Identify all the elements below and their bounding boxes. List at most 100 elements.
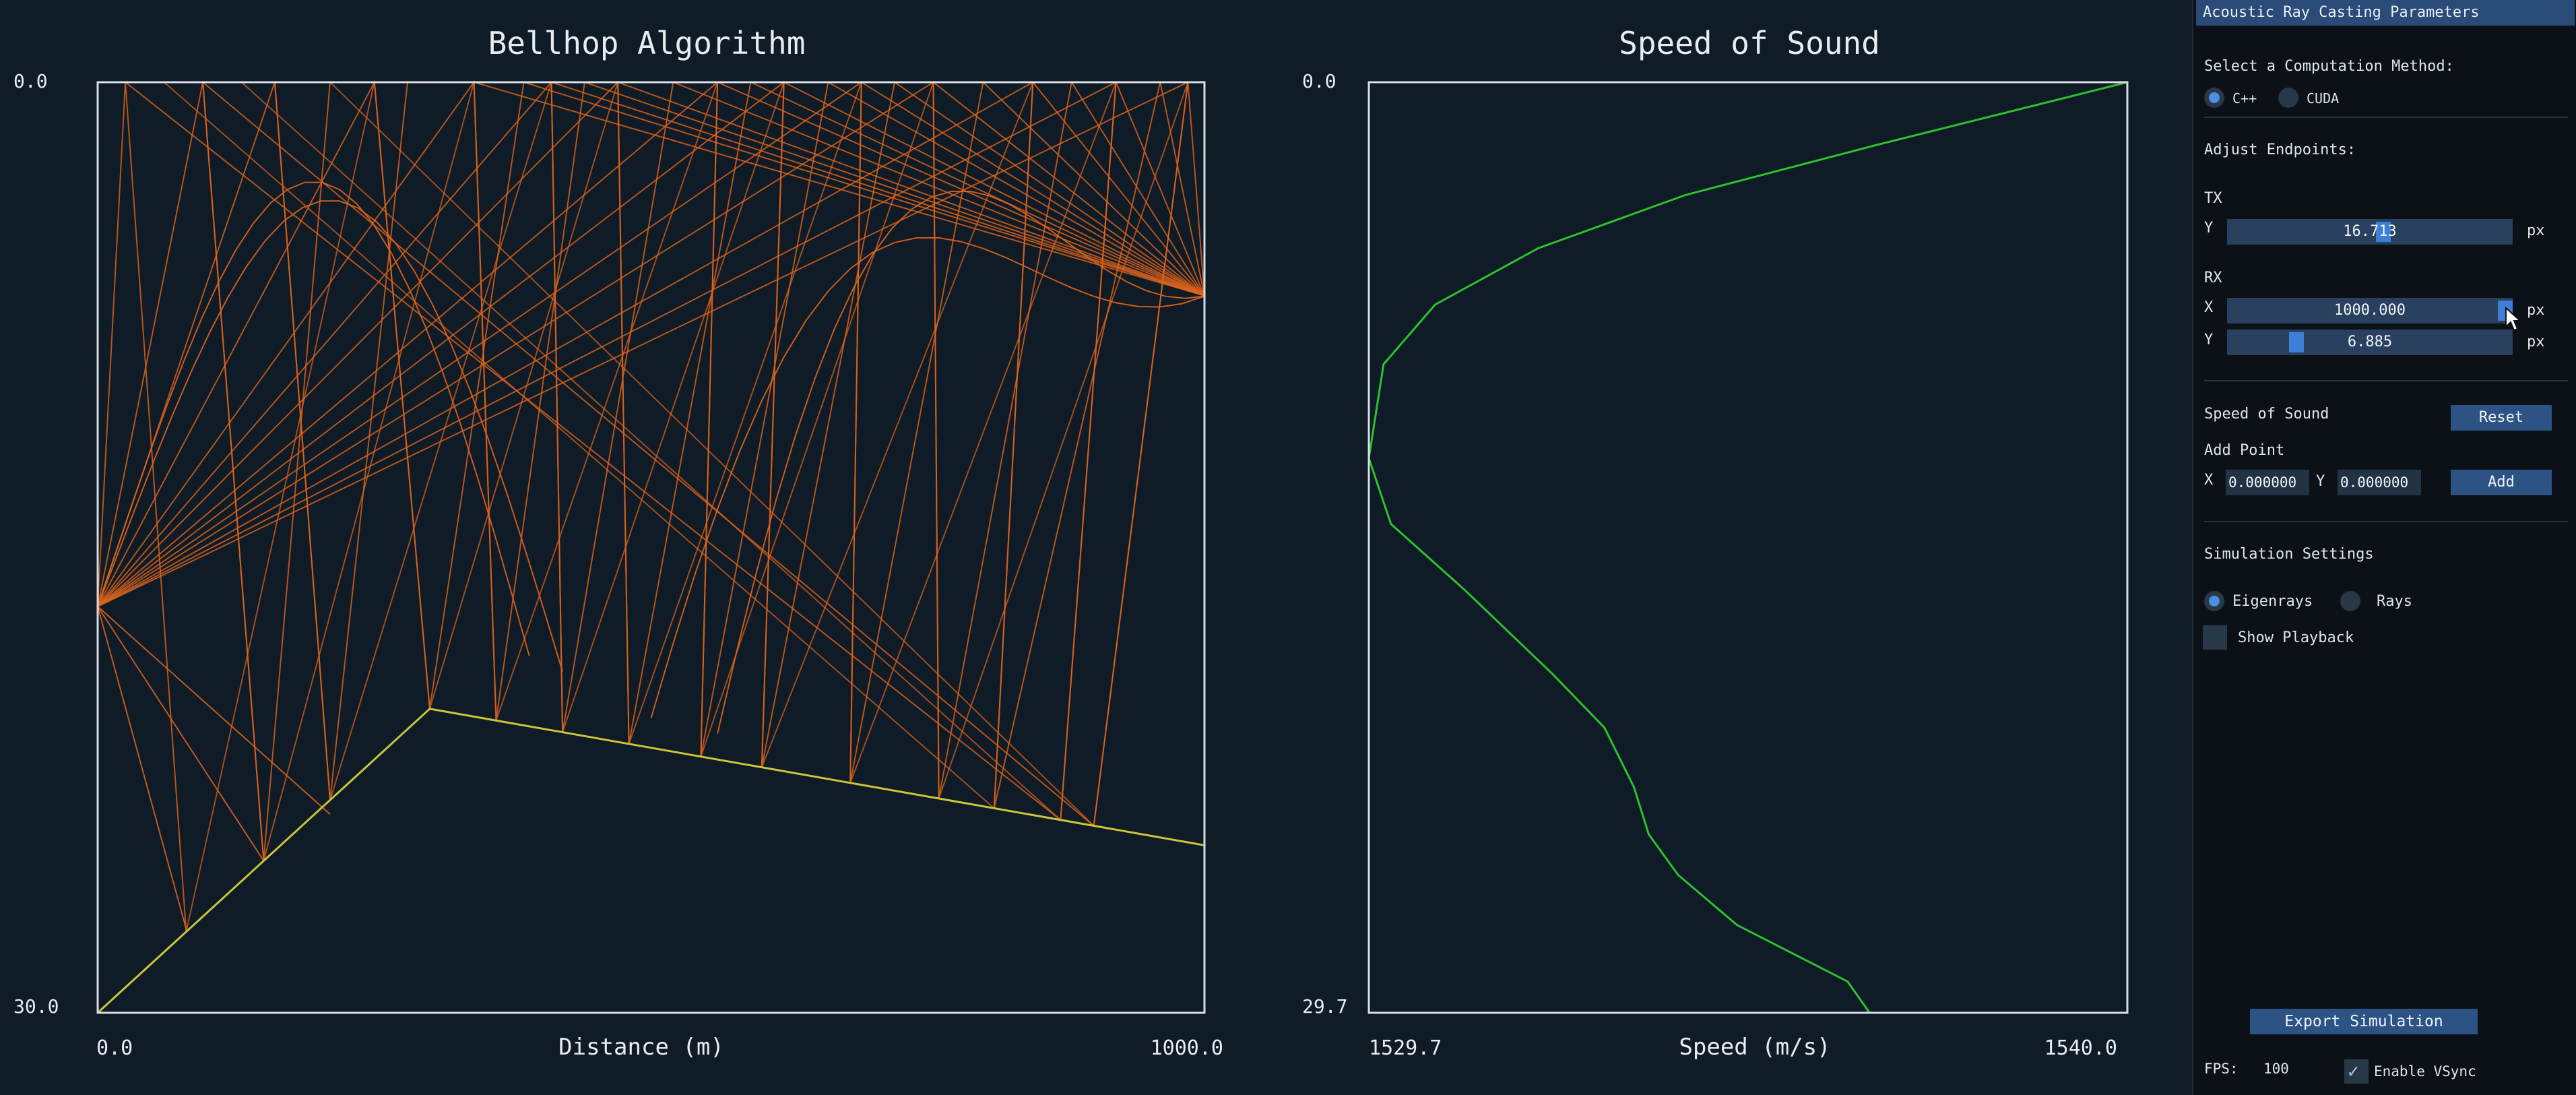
divider <box>2204 117 2568 118</box>
rx-label: RX <box>2204 270 2222 286</box>
ray-path <box>329 82 552 801</box>
ray-path <box>628 82 862 745</box>
add-y-axis-label: Y <box>2316 473 2325 490</box>
ray-path <box>240 82 1062 821</box>
radio-rays-label: Rays <box>2377 593 2412 610</box>
ray-path <box>938 82 1189 799</box>
rx-y-unit: px <box>2527 334 2545 350</box>
bellhop-y-bottom-label: 30.0 <box>13 995 59 1018</box>
tx-y-unit: px <box>2527 222 2545 239</box>
radio-eigenrays[interactable] <box>2204 591 2224 611</box>
bellhop-x-left-label: 0.0 <box>96 1036 133 1060</box>
ray-path <box>329 82 1095 827</box>
tx-label: TX <box>2204 190 2222 207</box>
ray-path <box>97 606 187 929</box>
speed-x-right-label: 1540.0 <box>2044 1036 2117 1060</box>
ray-path <box>783 82 1205 296</box>
ray-path <box>97 80 719 757</box>
rx-x-slider[interactable]: 1000.000 <box>2227 298 2513 323</box>
export-simulation-button[interactable]: Export Simulation <box>2250 1009 2478 1034</box>
ray-path <box>562 82 785 732</box>
ray-path <box>428 82 619 710</box>
rx-x-unit: px <box>2527 302 2545 319</box>
ray-path <box>550 82 674 732</box>
bellhop-y-top-label: 0.0 <box>13 70 48 92</box>
ray-path <box>982 82 1205 296</box>
speed-y-top-label: 0.0 <box>1302 70 1337 92</box>
radio-eigenrays-label: Eigenrays <box>2232 593 2313 610</box>
panel-title[interactable]: Acoustic Ray Casting Parameters <box>2196 0 2575 26</box>
ray-path <box>97 200 564 672</box>
ray-path <box>495 82 719 721</box>
speed-profile-line <box>1367 81 2128 1013</box>
speed-x-axis-label: Speed (m/s) <box>1679 1034 1830 1061</box>
mouse-cursor-icon <box>2505 307 2522 332</box>
ray-path <box>617 82 1205 296</box>
ray-path <box>97 81 1117 820</box>
fps-label: FPS: <box>2204 1061 2239 1077</box>
show-playback-label: Show Playback <box>2238 629 2354 646</box>
radio-cuda-label: CUDA <box>2307 90 2340 106</box>
add-point-label: Add Point <box>2204 442 2285 459</box>
add-point-y-input[interactable]: 0.000000 <box>2338 470 2421 495</box>
speed-y-bottom-label: 29.7 <box>1302 995 1347 1018</box>
rx-y-slider[interactable]: 6.885 <box>2227 330 2513 355</box>
ray-path <box>761 82 1034 768</box>
tx-y-value: 16.713 <box>2343 223 2397 240</box>
ray-path <box>1159 82 1205 296</box>
ray-path <box>97 80 497 721</box>
sos-label: Speed of Sound <box>2204 406 2329 423</box>
tx-y-slider[interactable]: 16.713 <box>2227 219 2513 245</box>
rx-x-value: 1000.000 <box>2334 302 2406 319</box>
add-point-x-input[interactable]: 0.000000 <box>2226 470 2309 495</box>
ray-path <box>551 82 1205 296</box>
ray-path <box>1032 82 1205 296</box>
ray-path <box>827 82 1205 296</box>
add-point-button[interactable]: Add <box>2451 470 2552 495</box>
rx-y-value: 6.885 <box>2347 334 2393 350</box>
ray-path <box>849 82 1117 784</box>
ray-path <box>97 80 630 745</box>
bathymetry-line <box>96 708 1205 1014</box>
rx-y-slider-handle[interactable] <box>2289 332 2304 352</box>
add-x-axis-label: X <box>2204 472 2214 489</box>
ray-path <box>932 82 1205 296</box>
radio-cpp-label: C++ <box>2232 90 2257 106</box>
ray-path <box>474 82 1205 296</box>
ray-path <box>97 181 530 656</box>
simulation-settings-label: Simulation Settings <box>2204 546 2374 563</box>
ray-path <box>263 82 475 861</box>
ray-path <box>717 190 1205 734</box>
ray-path <box>617 82 752 745</box>
ray-path <box>97 81 862 783</box>
ray-path <box>650 237 1205 718</box>
ray-path <box>202 82 331 861</box>
parameters-panel: Acoustic Ray Casting Parameters Select a… <box>2192 0 2576 1095</box>
radio-rays[interactable] <box>2340 591 2360 611</box>
ray-path <box>163 82 995 809</box>
vsync-checkbox[interactable] <box>2344 1059 2369 1084</box>
tx-y-slider-handle[interactable] <box>2376 222 2391 242</box>
divider <box>2204 380 2568 381</box>
reset-button[interactable]: Reset <box>2451 405 2552 431</box>
radio-cpp[interactable] <box>2204 88 2224 108</box>
bellhop-plot: Bellhop Algorithm 0.0 30.0 0.0 1000.0 Di… <box>13 25 1223 1061</box>
bellhop-x-right-label: 1000.0 <box>1151 1036 1223 1060</box>
radio-cuda[interactable] <box>2278 88 2298 108</box>
show-playback-checkbox[interactable] <box>2203 625 2227 650</box>
vsync-label: Enable VSync <box>2374 1063 2476 1080</box>
speed-title: Speed of Sound <box>1619 25 1880 61</box>
ray-path <box>97 82 187 932</box>
ray-path <box>1070 82 1205 296</box>
rx-x-axis-label: X <box>2204 299 2214 316</box>
ray-path <box>673 82 1205 296</box>
speed-plot-frame <box>1367 81 2129 1014</box>
endpoints-label: Adjust Endpoints: <box>2204 142 2356 158</box>
ray-path <box>750 82 1205 296</box>
ray-path <box>584 82 1205 296</box>
method-label: Select a Computation Method: <box>2204 58 2454 75</box>
speed-x-left-label: 1529.7 <box>1369 1036 1442 1060</box>
bellhop-title: Bellhop Algorithm <box>488 25 806 61</box>
tx-y-axis-label: Y <box>2204 220 2214 237</box>
